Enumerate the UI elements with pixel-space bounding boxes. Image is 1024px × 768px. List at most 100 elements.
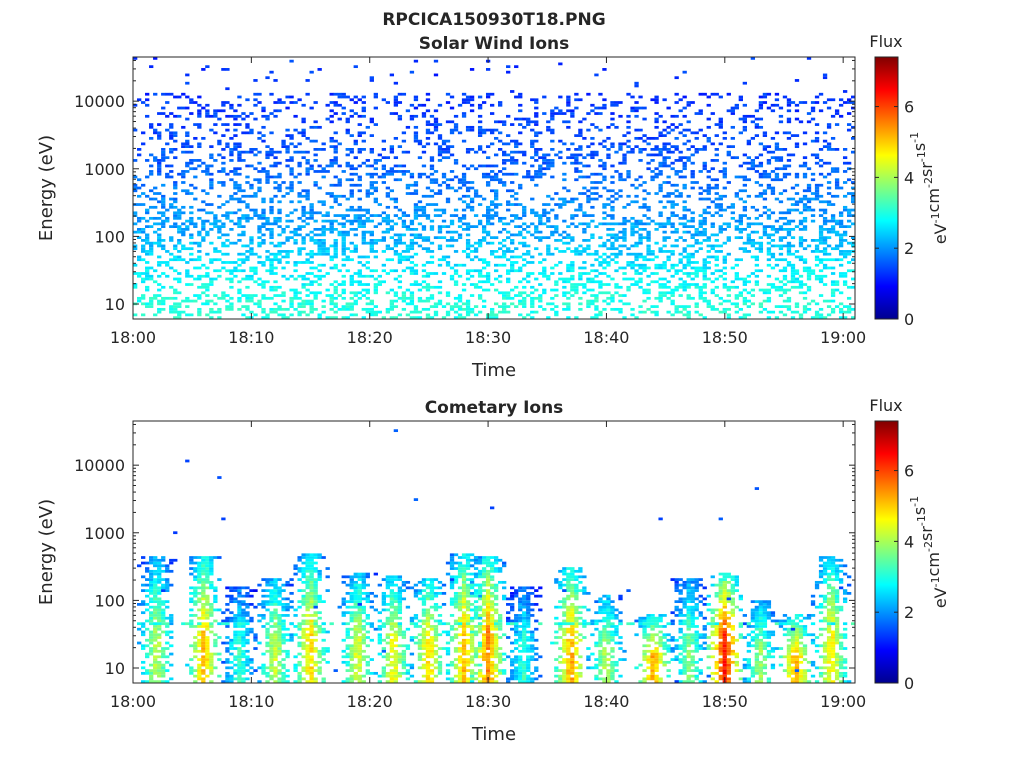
flux-cell <box>506 230 511 234</box>
flux-cell <box>321 170 326 173</box>
flux-cell <box>425 250 431 253</box>
flux-cell <box>554 106 559 110</box>
flux-cell <box>682 208 687 212</box>
flux-cell <box>558 233 563 237</box>
flux-cell <box>145 98 150 102</box>
flux-cell <box>157 136 162 140</box>
flux-cell <box>566 280 571 284</box>
flux-cell <box>205 299 210 303</box>
flux-cell <box>201 208 206 212</box>
flux-cell <box>201 580 206 584</box>
flux-cell <box>670 294 675 297</box>
flux-cell <box>630 261 635 264</box>
flux-cell <box>149 252 154 256</box>
flux-cell <box>802 172 808 176</box>
flux-cell <box>441 211 447 215</box>
flux-cell <box>714 197 719 201</box>
flux-cell <box>361 241 366 245</box>
flux-cell <box>209 558 214 562</box>
flux-cell <box>622 236 627 240</box>
flux-cell <box>678 269 683 273</box>
flux-cell <box>626 125 631 129</box>
flux-cell <box>285 148 290 151</box>
flux-cell <box>746 156 752 160</box>
flux-cell <box>361 148 366 151</box>
flux-cell <box>161 655 166 659</box>
flux-cell <box>205 558 210 562</box>
flux-cell <box>634 255 639 259</box>
flux-cell <box>489 131 495 135</box>
flux-cell <box>249 183 254 187</box>
flux-cell <box>806 272 812 275</box>
flux-cell <box>381 216 386 220</box>
flux-cell <box>349 313 354 317</box>
flux-cell <box>710 200 715 204</box>
flux-cell <box>357 291 362 295</box>
flux-cell <box>830 307 836 311</box>
flux-cell <box>846 252 852 256</box>
flux-cell <box>750 159 756 162</box>
flux-cell <box>393 294 399 297</box>
flux-cell <box>814 239 820 242</box>
flux-cell <box>554 310 559 314</box>
flux-cell <box>718 269 723 273</box>
flux-cell <box>205 285 210 289</box>
flux-cell <box>578 98 583 102</box>
flux-cell <box>161 200 166 204</box>
flux-cell <box>349 183 354 187</box>
flux-cell <box>614 291 619 295</box>
flux-cell <box>353 291 358 295</box>
flux-cell <box>185 161 190 165</box>
flux-cell <box>421 114 427 118</box>
flux-cell <box>489 214 495 217</box>
flux-cell <box>353 101 358 104</box>
flux-cell <box>437 189 443 193</box>
flux-cell <box>818 236 824 240</box>
flux-cell <box>530 145 535 149</box>
flux-cell <box>341 222 346 226</box>
flux-cell <box>325 294 330 297</box>
flux-cell <box>618 222 623 226</box>
flux-cell <box>778 236 784 240</box>
flux-cell <box>273 280 278 284</box>
flux-cell <box>678 222 683 226</box>
flux-cell <box>818 274 824 278</box>
flux-cell <box>289 167 294 171</box>
flux-cell <box>245 255 250 259</box>
flux-cell <box>141 239 146 242</box>
flux-cell <box>161 616 166 620</box>
flux-cell <box>706 205 711 209</box>
flux-cell <box>686 296 691 300</box>
flux-cell <box>494 316 499 319</box>
flux-cell <box>566 236 571 240</box>
flux-cell <box>518 203 523 206</box>
flux-cell <box>734 296 739 300</box>
flux-cell <box>670 123 675 126</box>
flux-cell <box>594 153 599 157</box>
flux-cell <box>726 239 731 242</box>
flux-cell <box>550 139 555 143</box>
flux-cell <box>766 283 772 286</box>
flux-cell <box>373 305 378 308</box>
flux-cell <box>341 225 346 228</box>
flux-cell <box>674 136 679 140</box>
flux-cell <box>345 316 350 319</box>
flux-cell <box>682 225 687 228</box>
flux-cell <box>293 288 298 292</box>
flux-cell <box>197 277 202 281</box>
flux-cell <box>421 214 427 217</box>
flux-cell <box>205 112 210 115</box>
flux-cell <box>602 291 607 295</box>
flux-cell <box>510 241 515 245</box>
flux-cell <box>842 274 848 278</box>
flux-cell <box>345 128 350 132</box>
flux-cell <box>217 674 222 678</box>
flux-cell <box>558 95 563 99</box>
flux-cell <box>205 288 210 292</box>
flux-cell <box>610 164 615 168</box>
flux-cell <box>289 189 294 193</box>
flux-cell <box>594 250 599 253</box>
flux-cell <box>682 285 687 289</box>
flux-cell <box>570 266 575 270</box>
flux-cell <box>181 205 186 209</box>
